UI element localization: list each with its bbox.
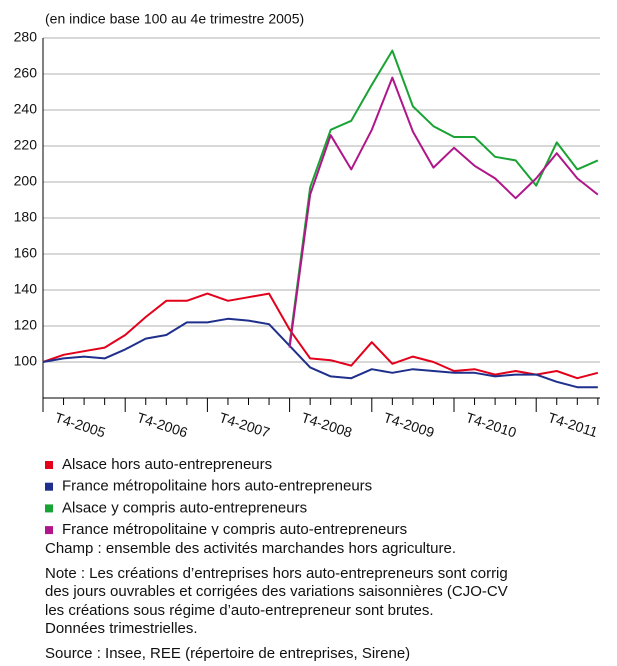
note-line: des jours ouvrables et corrigées des var… xyxy=(45,583,508,600)
legend-label: France métropolitaine hors auto-entrepre… xyxy=(62,478,372,495)
series-line xyxy=(288,49,599,345)
x-tick-label: T4-2005 xyxy=(53,409,108,440)
y-tick-label: 220 xyxy=(14,137,38,153)
legend-label: Alsace y compris auto-entrepreneurs xyxy=(62,499,307,516)
legend-swatch xyxy=(45,526,53,535)
legend-swatch xyxy=(45,482,53,491)
x-tick-label: T4-2011 xyxy=(546,409,600,440)
note-line: Données trimestrielles. xyxy=(45,620,198,637)
note-line: Source : Insee, REE (répertoire de entre… xyxy=(45,644,411,662)
series-line xyxy=(288,76,599,348)
x-tick-label: T4-2009 xyxy=(382,409,437,440)
y-tick-label: 120 xyxy=(14,317,38,333)
x-tick-label: T4-2006 xyxy=(135,409,190,440)
y-tick-label: 200 xyxy=(14,173,38,189)
y-tick-label: 260 xyxy=(14,65,38,81)
y-tick-label: 240 xyxy=(14,101,38,117)
y-tick-label: 160 xyxy=(14,245,38,261)
y-tick-label: 180 xyxy=(14,209,38,225)
chart-subtitle: (en indice base 100 au 4e trimestre 2005… xyxy=(45,11,304,27)
x-tick-label: T4-2008 xyxy=(300,409,355,440)
legend-label: France métropolitaine y compris auto-ent… xyxy=(62,521,407,535)
x-tick-label: T4-2010 xyxy=(464,409,519,440)
legend-swatch xyxy=(45,461,53,469)
notes: Champ : ensemble des activités marchande… xyxy=(45,540,617,663)
series-line xyxy=(42,292,599,380)
note-line: Champ : ensemble des activités marchande… xyxy=(45,540,457,557)
y-tick-label: 140 xyxy=(14,281,38,297)
y-tick-label: 100 xyxy=(14,353,38,369)
note-line: les créations sous régime d’auto-entrepr… xyxy=(45,601,434,619)
x-tick-label: T4-2007 xyxy=(217,409,272,440)
y-tick-label: 280 xyxy=(14,29,38,45)
note-line: Note : Les créations d’entreprises hors … xyxy=(45,564,508,582)
legend-swatch xyxy=(45,504,53,513)
chart: (en indice base 100 au 4e trimestre 2005… xyxy=(14,11,600,538)
legend-label: Alsace hors auto-entrepreneurs xyxy=(62,456,272,473)
series-line xyxy=(42,317,598,389)
